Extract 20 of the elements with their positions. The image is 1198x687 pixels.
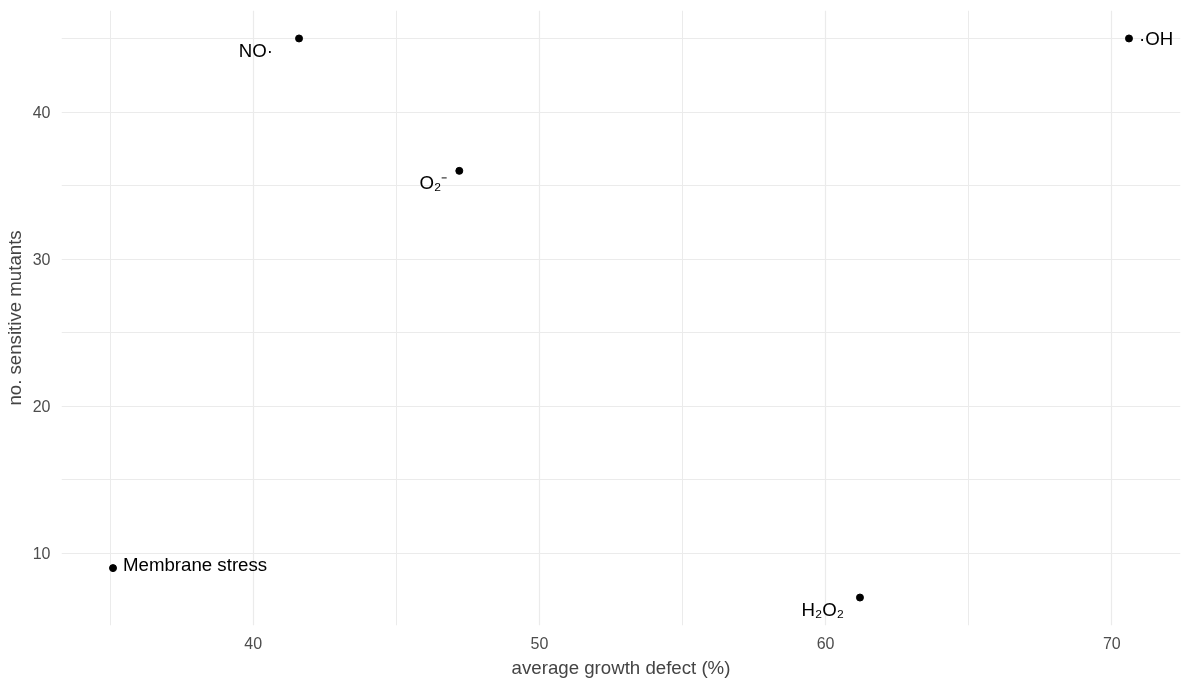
- annotation: NO·: [238, 39, 274, 61]
- x-tick-label: 40: [244, 634, 263, 652]
- point: [295, 34, 304, 43]
- annotation: H₂O₂: [801, 599, 844, 621]
- x-tick-label: 50: [530, 634, 549, 652]
- point: [1124, 34, 1133, 43]
- x-axis-title: average growth defect (%): [511, 656, 731, 678]
- y-tick-label: 10: [32, 545, 51, 563]
- y-axis-title: no. sensitive mutants: [3, 230, 25, 406]
- annotation: ·OH: [1138, 27, 1174, 49]
- y-tick-label: 20: [32, 398, 51, 416]
- x-tick-label: 60: [816, 634, 835, 652]
- x-tick-label: 70: [1102, 634, 1121, 652]
- point: [109, 564, 118, 573]
- y-tick-label: 40: [32, 104, 51, 122]
- point: [455, 166, 464, 175]
- annotation: O₂⁻: [419, 172, 448, 194]
- point: [855, 593, 864, 602]
- y-tick-label: 30: [32, 251, 51, 269]
- annotation: Membrane stress: [123, 553, 268, 575]
